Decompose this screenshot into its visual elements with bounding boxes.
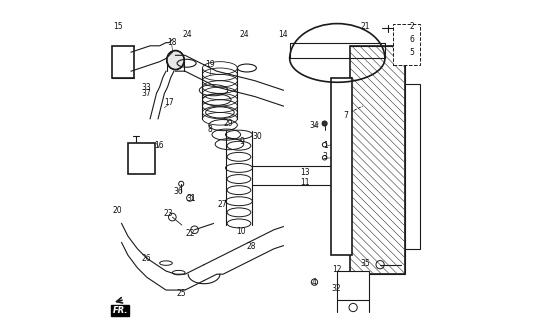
Text: 19: 19	[205, 60, 215, 69]
Text: 12: 12	[332, 265, 341, 274]
Text: 14: 14	[278, 30, 287, 39]
Text: 1: 1	[323, 141, 327, 150]
Text: 11: 11	[300, 178, 310, 187]
Text: 21: 21	[361, 22, 370, 31]
Bar	[331, 77, 351, 255]
Bar	[393, 24, 420, 65]
Text: 31: 31	[186, 194, 196, 203]
Text: 2: 2	[409, 22, 414, 31]
Bar	[350, 46, 406, 274]
Text: 10: 10	[236, 227, 246, 236]
Bar	[406, 84, 420, 249]
Text: 33: 33	[141, 83, 151, 92]
Text: 22: 22	[186, 229, 195, 238]
Text: 20: 20	[113, 206, 123, 215]
Text: 5: 5	[409, 48, 414, 57]
Text: 28: 28	[246, 242, 256, 251]
Text: 35: 35	[361, 259, 370, 268]
Text: 18: 18	[167, 38, 177, 47]
Text: 8: 8	[208, 125, 212, 134]
Ellipse shape	[167, 51, 184, 69]
Text: FR.: FR.	[113, 306, 129, 315]
Text: 24: 24	[183, 30, 193, 39]
Text: 24: 24	[240, 30, 249, 39]
Text: 4: 4	[312, 278, 317, 287]
Text: 3: 3	[323, 152, 327, 161]
Text: 15: 15	[113, 22, 123, 31]
Circle shape	[322, 121, 327, 126]
Bar	[112, 46, 134, 77]
Text: 9: 9	[239, 137, 244, 146]
Text: 25: 25	[177, 289, 186, 298]
Text: 29: 29	[224, 119, 234, 128]
Text: 7: 7	[343, 111, 349, 120]
Text: 16: 16	[154, 141, 164, 150]
Text: FR.: FR.	[112, 306, 128, 315]
Text: 27: 27	[218, 200, 227, 209]
Text: 17: 17	[164, 99, 173, 108]
Text: 26: 26	[142, 254, 151, 263]
Text: 37: 37	[141, 89, 151, 98]
Bar	[337, 271, 369, 300]
Text: 13: 13	[300, 168, 310, 177]
Text: 36: 36	[173, 187, 183, 196]
Text: 6: 6	[409, 35, 414, 44]
Text: 32: 32	[332, 284, 341, 293]
Text: 34: 34	[310, 121, 319, 130]
Text: 30: 30	[253, 132, 262, 141]
Bar	[128, 142, 155, 174]
Text: 23: 23	[164, 209, 173, 219]
